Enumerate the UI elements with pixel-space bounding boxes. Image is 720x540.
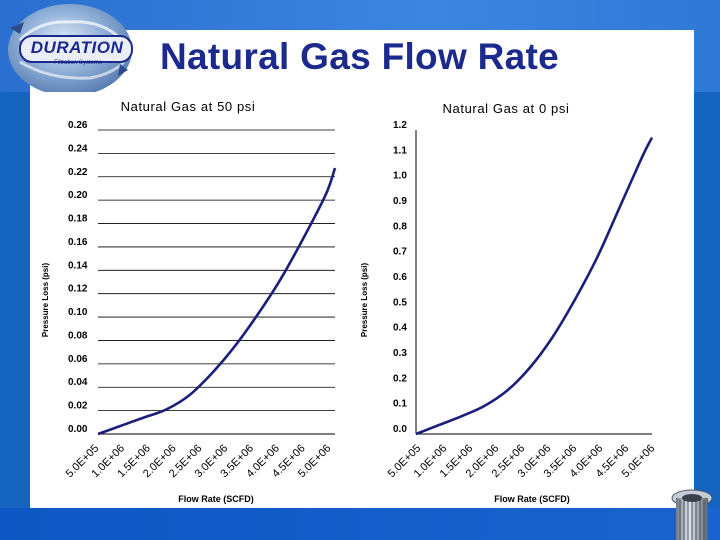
y-tick-label: 0.5	[393, 297, 407, 308]
y-axis-label: Pressure Loss (psi)	[41, 263, 50, 338]
y-tick-label: 0.1	[393, 399, 407, 410]
y-tick-label: 0.4	[393, 323, 407, 334]
y-tick-label: 1.1	[393, 145, 407, 156]
chart-title: Natural Gas at 0 psi	[443, 101, 570, 116]
y-tick-label: 0.2	[393, 373, 407, 384]
y-tick-label: 0.26	[68, 120, 88, 131]
y-tick-label: 0.3	[393, 348, 407, 359]
y-tick-label: 0.08	[68, 330, 88, 341]
footer-band	[0, 508, 720, 540]
chart-title: Natural Gas at 50 psi	[121, 99, 256, 114]
logo-subtext: Filtration Systems	[54, 60, 102, 66]
y-tick-label: 0.0	[393, 424, 407, 435]
y-tick-label: 1.2	[393, 120, 407, 131]
y-tick-label: 0.16	[68, 237, 88, 248]
y-tick-label: 0.14	[68, 260, 88, 271]
y-tick-label: 0.7	[393, 247, 407, 258]
page-title: Natural Gas Flow Rate	[160, 36, 560, 77]
duration-logo: DURATION Filtration Systems	[0, 0, 150, 96]
x-axis-label: Flow Rate (SCFD)	[494, 494, 570, 504]
y-tick-label: 0.04	[68, 377, 88, 388]
logo-wordmark: DURATION	[30, 38, 124, 57]
y-tick-label: 0.6	[393, 272, 407, 283]
series-line	[97, 167, 337, 436]
content-panel	[30, 30, 694, 508]
y-tick-label: 0.9	[393, 196, 407, 207]
y-tick-label: 0.18	[68, 214, 88, 225]
y-tick-label: 0.12	[68, 284, 88, 295]
y-axis-label: Pressure Loss (psi)	[360, 263, 369, 338]
globe-icon	[8, 4, 133, 96]
y-tick-label: 0.22	[68, 167, 88, 178]
y-tick-label: 0.02	[68, 401, 88, 412]
y-tick-label: 0.10	[68, 307, 88, 318]
y-tick-label: 1.0	[393, 171, 407, 182]
y-tick-label: 0.00	[68, 424, 88, 435]
y-tick-label: 0.8	[393, 221, 407, 232]
y-tick-label: 0.06	[68, 354, 88, 365]
x-axis-label: Flow Rate (SCFD)	[178, 494, 254, 504]
filter-cartridge-icon	[671, 489, 713, 540]
y-tick-label: 0.24	[68, 143, 88, 154]
y-tick-label: 0.20	[68, 190, 88, 201]
series-line	[415, 136, 654, 436]
